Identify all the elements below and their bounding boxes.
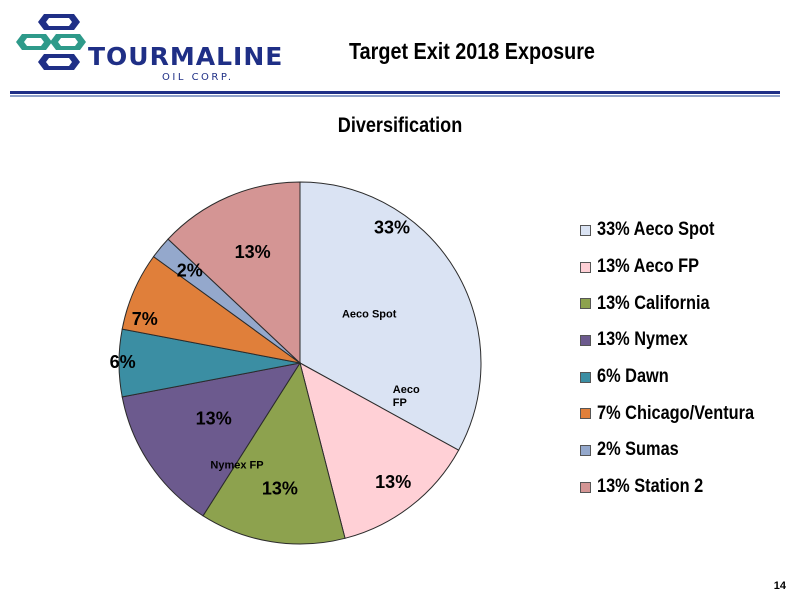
legend-item: 13% Aeco FP [580, 249, 795, 286]
logo-subtitle: OIL CORP. [162, 72, 234, 83]
pie-percent-label: 13% [262, 479, 298, 499]
pie-slice-nymex [121, 362, 302, 517]
legend-label: 7% Chicago/Ventura [597, 402, 755, 424]
pie-percent-label: 7% [132, 309, 158, 329]
logo-wordmark: TOURMALINE [88, 42, 284, 71]
pie-slice-aeco-fp [299, 362, 460, 539]
legend-label: 13% Station 2 [597, 476, 704, 498]
hexagon-logo-icon [16, 14, 86, 70]
pie-inner-label: Aeco FP [393, 384, 420, 409]
legend-item: 6% Dawn [580, 359, 795, 396]
legend-item: 13% California [580, 285, 795, 322]
pie-slice-station-2 [167, 181, 301, 365]
title-divider [10, 91, 780, 97]
pie-slice-california [202, 361, 346, 545]
legend-label: 2% Sumas [597, 439, 679, 461]
legend-swatch [580, 444, 591, 456]
pie-percent-label: 2% [177, 261, 203, 281]
pie-percent-label: 6% [110, 352, 136, 372]
pie-inner-label: Aeco Spot [342, 309, 397, 321]
legend-item: 33% Aeco Spot [580, 212, 795, 249]
tourmaline-logo: TOURMALINE OIL CORP. [16, 12, 282, 83]
legend-label: 13% Aeco FP [597, 256, 700, 278]
legend-label: 13% Nymex [597, 329, 688, 351]
pie-percent-label: 13% [196, 408, 232, 428]
legend-swatch [580, 408, 591, 420]
chart-title: Diversification [337, 114, 463, 137]
legend-swatch [580, 334, 591, 346]
chart-legend: 33% Aeco Spot 13% Aeco FP 13% California 13… [580, 212, 795, 506]
legend-swatch [580, 261, 591, 273]
slide-title: Target Exit 2018 Exposure [349, 38, 595, 64]
legend-label: 33% Aeco Spot [597, 219, 715, 241]
pie-percent-label: 13% [375, 472, 411, 492]
legend-swatch [580, 481, 591, 493]
pie-percent-label: 33% [374, 217, 410, 237]
legend-item: 2% Sumas [580, 432, 795, 469]
pie-inner-label: Nymex FP [210, 460, 263, 472]
legend-label: 13% California [597, 292, 710, 314]
pie-percent-label: 13% [235, 242, 271, 262]
pie-slice-aeco-spot [299, 181, 482, 451]
legend-item: 13% Station 2 [580, 469, 795, 506]
legend-item: 7% Chicago/Ventura [580, 395, 795, 432]
legend-swatch [580, 224, 591, 236]
legend-item: 13% Nymex [580, 322, 795, 359]
legend-swatch [580, 298, 591, 310]
page-number: 14 [773, 580, 786, 592]
legend-swatch [580, 371, 591, 383]
legend-label: 6% Dawn [597, 366, 669, 388]
